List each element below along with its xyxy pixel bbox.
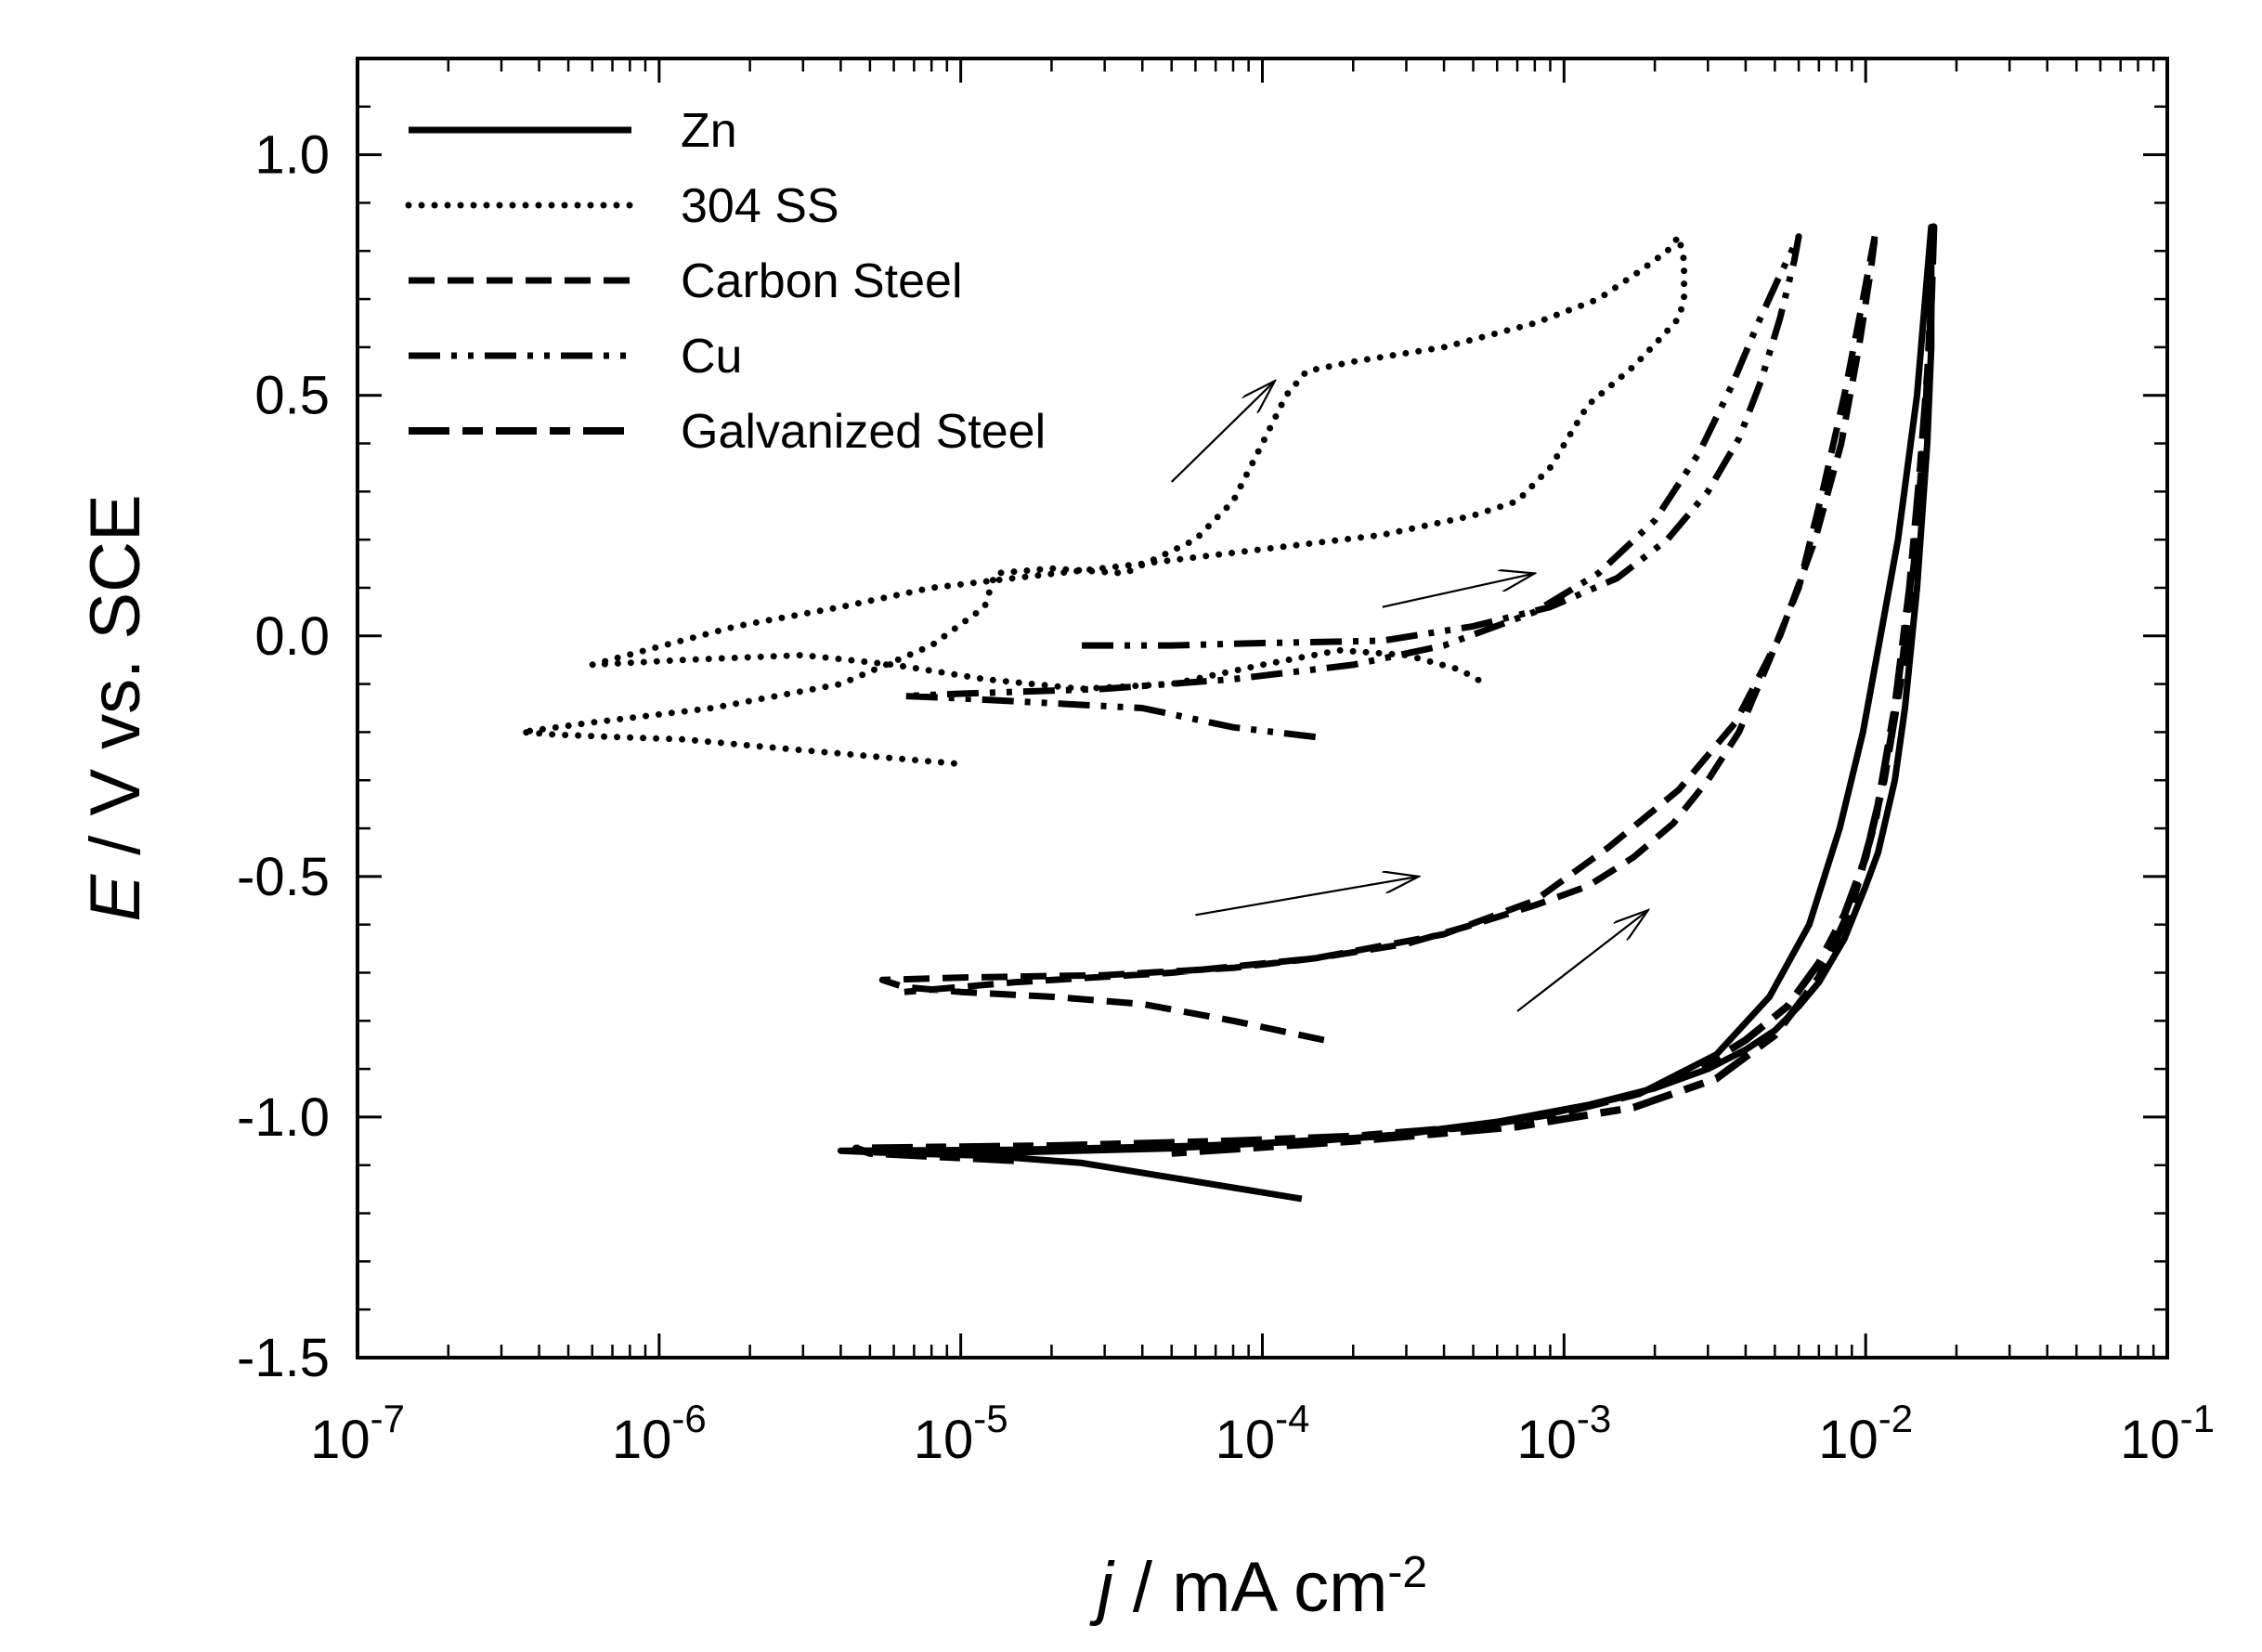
- scan-direction-arrow: [1382, 573, 1535, 608]
- y-tick-label: -1.5: [237, 1328, 330, 1388]
- y-axis-symbol: E: [76, 874, 155, 922]
- x-axis-unit: / mA cm: [1113, 1548, 1388, 1627]
- x-tick-labels: 10-7 10-6 10-5 10-4 10-3 10-2 10-1: [310, 1397, 2215, 1470]
- x-tick-label: 10-4: [1216, 1397, 1310, 1470]
- series-line-carbon-steel: [878, 228, 1879, 1044]
- legend-label: 304 SS: [681, 179, 839, 233]
- series-line-cu: [901, 233, 1802, 741]
- series-line-galvanized-steel: [852, 223, 1938, 1164]
- plot-frame: [356, 57, 2169, 1359]
- y-tick-labels: 1.0 0.5 0.0 -0.5 -1.0 -1.5: [237, 125, 330, 1388]
- x-tick-label: 10-6: [612, 1397, 707, 1470]
- scan-direction-arrow: [1170, 381, 1275, 483]
- series-line-304-ss: [518, 233, 1688, 767]
- x-axis-title: j / mA cm-2: [1089, 1548, 1427, 1628]
- x-tick-label: 10-5: [914, 1397, 1008, 1470]
- x-tick-label: 10-2: [1818, 1397, 1913, 1470]
- y-tick-label: 1.0: [254, 125, 330, 186]
- y-tick-label: 0.0: [254, 606, 330, 667]
- legend-label: Cu: [681, 330, 742, 384]
- legend-label: Galvanized Steel: [681, 405, 1046, 459]
- legend-label: Zn: [681, 104, 737, 158]
- y-axis-unit: / V vs. SCE: [76, 494, 155, 875]
- x-tick-label: 10-7: [310, 1397, 405, 1470]
- x-tick-label: 10-3: [1516, 1397, 1611, 1470]
- legend-label: Carbon Steel: [681, 254, 963, 308]
- scan-direction-arrows: [1170, 381, 1648, 1012]
- x-axis-symbol: j: [1089, 1548, 1115, 1627]
- x-axis-unit-exponent: -2: [1387, 1548, 1427, 1597]
- legend: Zn 304 SS Carbon Steel Cu Galvanized Steel: [405, 104, 1046, 459]
- axis-ticks: [356, 57, 2169, 1359]
- x-tick-label: 10-1: [2120, 1397, 2215, 1470]
- scan-direction-arrow: [1195, 877, 1418, 917]
- series-line-zn: [837, 223, 1935, 1203]
- y-tick-label: -1.0: [237, 1087, 330, 1148]
- scan-direction-arrow: [1516, 910, 1648, 1012]
- series-lines: [518, 223, 1938, 1203]
- y-axis-title: E / V vs. SCE: [76, 494, 155, 921]
- y-tick-label: 0.5: [254, 366, 330, 426]
- y-tick-label: -0.5: [237, 847, 330, 907]
